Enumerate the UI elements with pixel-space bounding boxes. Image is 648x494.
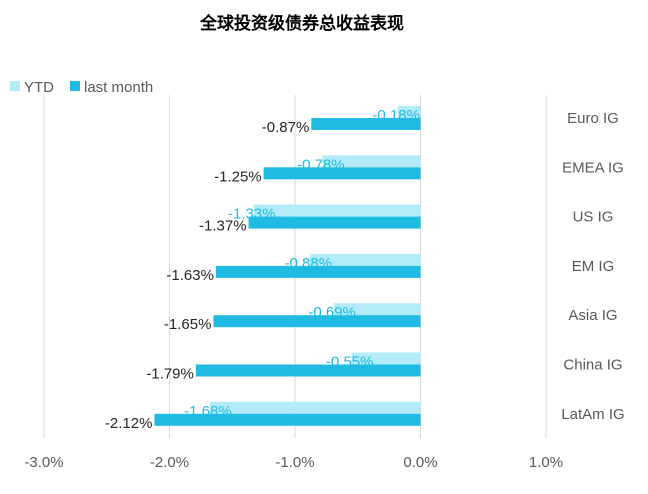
data-label-ytd: -0.18%: [372, 107, 420, 124]
x-tick-label: -3.0%: [24, 454, 63, 471]
data-labels: -0.18% -0.87% -0.78% -1.25% -1.33%-1.37% -0.8…: [105, 107, 420, 432]
category-label: Euro IG: [567, 110, 619, 127]
bar-ytd: [209, 401, 421, 414]
data-label-ytd: -1.33%: [228, 206, 276, 223]
x-tick-label: 1.0%: [529, 454, 563, 471]
category-label: China IG: [563, 357, 622, 374]
chart-title: 全球投资级债券总收益表现: [199, 13, 404, 33]
data-label-last-month: -0.87%: [262, 119, 310, 136]
bar-ytd: [310, 253, 421, 266]
category-label: LatAm IG: [561, 406, 624, 423]
legend-label-last-month: last month: [84, 79, 153, 96]
bar-last-month: [154, 413, 421, 426]
x-axis-ticks: -3.0% -2.0% -1.0% 0.0% 1.0%: [24, 454, 563, 471]
legend-label-ytd: YTD: [24, 79, 54, 96]
category-labels: Euro IG EMEA IG US IG EM IG Asia IG China IG L…: [561, 110, 624, 423]
x-tick-label: -2.0%: [150, 454, 189, 471]
bar-ytd: [397, 106, 421, 118]
bar-ytd: [322, 155, 421, 168]
bar-last-month: [213, 315, 421, 328]
bar-ytd: [253, 204, 421, 217]
bar-last-month: [311, 118, 421, 130]
data-label-last-month: -1.79%: [146, 366, 194, 383]
data-label-last-month: -1.25%: [214, 168, 262, 185]
bars: [154, 106, 421, 426]
bar-ytd: [333, 303, 421, 316]
legend: YTD last month: [10, 79, 153, 96]
bar-last-month: [248, 216, 421, 229]
data-label-last-month: -1.37%: [199, 218, 247, 235]
category-label: EM IG: [572, 258, 615, 275]
data-label-last-month: -2.12%: [105, 415, 153, 432]
category-label: US IG: [573, 209, 614, 226]
x-tick-label: -1.0%: [275, 454, 314, 471]
data-label-ytd: -0.88%: [285, 255, 333, 272]
data-label-ytd: -0.55%: [326, 354, 374, 371]
data-label-ytd: -1.68%: [184, 403, 232, 420]
data-label-last-month: -1.65%: [164, 316, 212, 333]
x-tick-label: 0.0%: [403, 454, 437, 471]
bar-last-month: [195, 364, 421, 377]
bar-last-month: [263, 167, 421, 180]
bar-last-month: [215, 265, 421, 278]
data-label-ytd: -0.69%: [308, 304, 356, 321]
bar-ytd: [351, 352, 421, 365]
category-label: Asia IG: [568, 307, 617, 324]
legend-swatch-ytd: [10, 81, 20, 91]
data-label-ytd: -0.78%: [297, 156, 345, 173]
category-label: EMEA IG: [562, 159, 624, 176]
data-label-last-month: -1.63%: [166, 267, 214, 284]
legend-swatch-last-month: [70, 81, 80, 91]
